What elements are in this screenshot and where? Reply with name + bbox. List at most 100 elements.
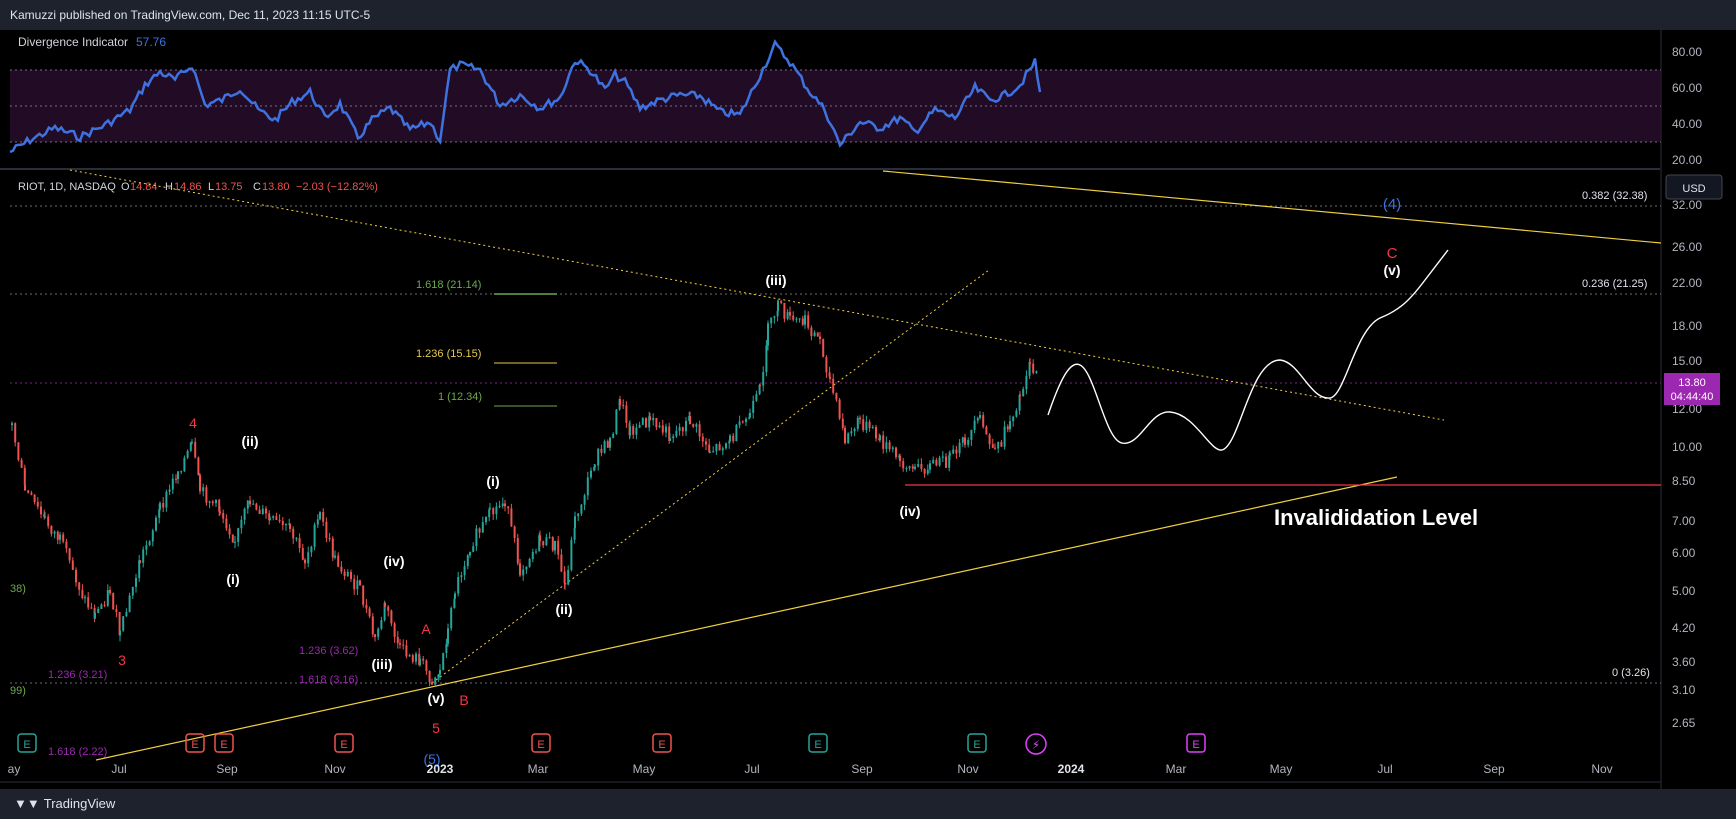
candle-body: [557, 540, 560, 555]
candle-body: [94, 612, 96, 619]
candle-body: [560, 554, 563, 572]
candle-body: [850, 431, 853, 434]
wave-label: (ii): [241, 433, 258, 449]
candle-body: [208, 501, 211, 503]
candle-body: [131, 586, 134, 596]
earnings-event-marker[interactable]: [1186, 733, 1206, 753]
ohlc-legend: RIOT, 1D, NASDAQ O 14.84 H 14.86 L 13.75…: [18, 181, 378, 193]
candle-body: [888, 442, 891, 450]
footer-bar: ▼▼ TradingView: [0, 789, 1736, 819]
candle-body: [258, 509, 261, 515]
high-label: H: [165, 181, 173, 193]
candle-body: [645, 418, 647, 428]
candle-body: [554, 540, 556, 551]
ext-label: 1.236 (15.15): [416, 348, 481, 360]
candle-body: [685, 420, 687, 432]
earnings-event-label: E: [973, 739, 980, 751]
candle-body: [732, 435, 735, 442]
candle-body: [313, 524, 316, 547]
candle-body: [976, 417, 979, 421]
candle-body: [597, 448, 600, 466]
candle-body: [495, 506, 498, 515]
currency-label: USD: [1682, 183, 1705, 195]
candle-body: [434, 677, 437, 685]
candle-body: [183, 457, 186, 472]
time-axis[interactable]: ay Jul Sep Nov 2023 Mar May Jul Sep Nov 2024 Mar May…: [8, 762, 1613, 776]
candle-body: [773, 316, 776, 318]
candle-body: [948, 455, 951, 468]
candle-body: [425, 660, 428, 671]
indicator-name: Divergence Indicator: [18, 35, 128, 49]
candle-body: [145, 545, 148, 550]
open-label: O: [121, 181, 130, 193]
earnings-event-marker[interactable]: [967, 733, 987, 753]
currency-button[interactable]: [1665, 174, 1723, 200]
candle-body: [1035, 371, 1038, 373]
candle-body: [905, 468, 908, 470]
candle-body: [516, 538, 519, 564]
tradingview-logo[interactable]: ▼▼ TradingView: [10, 789, 115, 819]
candle-body: [958, 442, 961, 454]
candle-body: [629, 426, 631, 436]
wave-label: (v): [1383, 262, 1400, 278]
rsi-line: [9, 38, 1042, 154]
price-axis[interactable]: 32.00 26.00 22.00 18.00 15.00 12.00 10.00 8.50 7…: [1672, 198, 1702, 730]
candle-body: [211, 501, 214, 504]
candle-body: [949, 453, 951, 456]
candle-body: [625, 405, 628, 423]
candle-body: [708, 444, 711, 453]
earnings-event-marker[interactable]: [334, 733, 354, 753]
price-tick: 8.50: [1672, 474, 1696, 488]
wave-label: (iii): [372, 656, 393, 672]
candle-body: [450, 607, 453, 629]
price-tick: 7.00: [1672, 514, 1696, 528]
candle-body: [923, 469, 926, 474]
candle-body: [838, 399, 841, 419]
earnings-event-marker[interactable]: [185, 733, 205, 753]
candle-body: [384, 602, 386, 607]
candle-body: [44, 516, 46, 518]
candle-body: [770, 317, 773, 324]
candle-body: [668, 426, 671, 441]
candle-body: [1000, 441, 1003, 447]
brand-name: TradingView: [43, 796, 116, 811]
candle-body: [59, 534, 61, 540]
candle-body: [844, 427, 846, 444]
candle-body: [755, 394, 758, 401]
candle-body: [319, 512, 321, 520]
candle-body: [603, 441, 606, 453]
candle-body: [278, 519, 281, 521]
candle-body: [396, 636, 399, 644]
candle-body: [402, 644, 405, 646]
earnings-event-marker[interactable]: [214, 733, 234, 753]
candle-body: [735, 425, 738, 442]
price-tick: 22.00: [1672, 276, 1702, 290]
earnings-event-marker[interactable]: [531, 733, 551, 753]
high-value: 14.86: [174, 181, 202, 193]
candle-body: [289, 523, 291, 529]
price-tick: 2.65: [1672, 716, 1696, 730]
earnings-event-marker[interactable]: [652, 733, 672, 753]
wave-label: (5): [423, 751, 440, 767]
candle-body: [964, 437, 966, 445]
earnings-event-marker[interactable]: [17, 733, 37, 753]
earnings-event-marker[interactable]: [808, 733, 828, 753]
candle-body: [331, 538, 334, 558]
candle-body: [929, 463, 931, 470]
candle-body: [328, 538, 331, 540]
candle-body: [729, 435, 731, 442]
candle-body: [215, 499, 217, 504]
projection-path: [1047, 249, 1449, 451]
candle-body: [365, 604, 368, 609]
flash-icon[interactable]: [1025, 733, 1047, 755]
candle-body: [548, 537, 551, 539]
candle-body: [463, 566, 466, 576]
candle-body: [454, 593, 456, 599]
candle-body: [189, 442, 192, 451]
ext-label: 1.618 (21.14): [416, 279, 481, 291]
candle-body: [748, 417, 751, 419]
candle-body: [786, 312, 789, 319]
candle-body: [292, 528, 295, 539]
